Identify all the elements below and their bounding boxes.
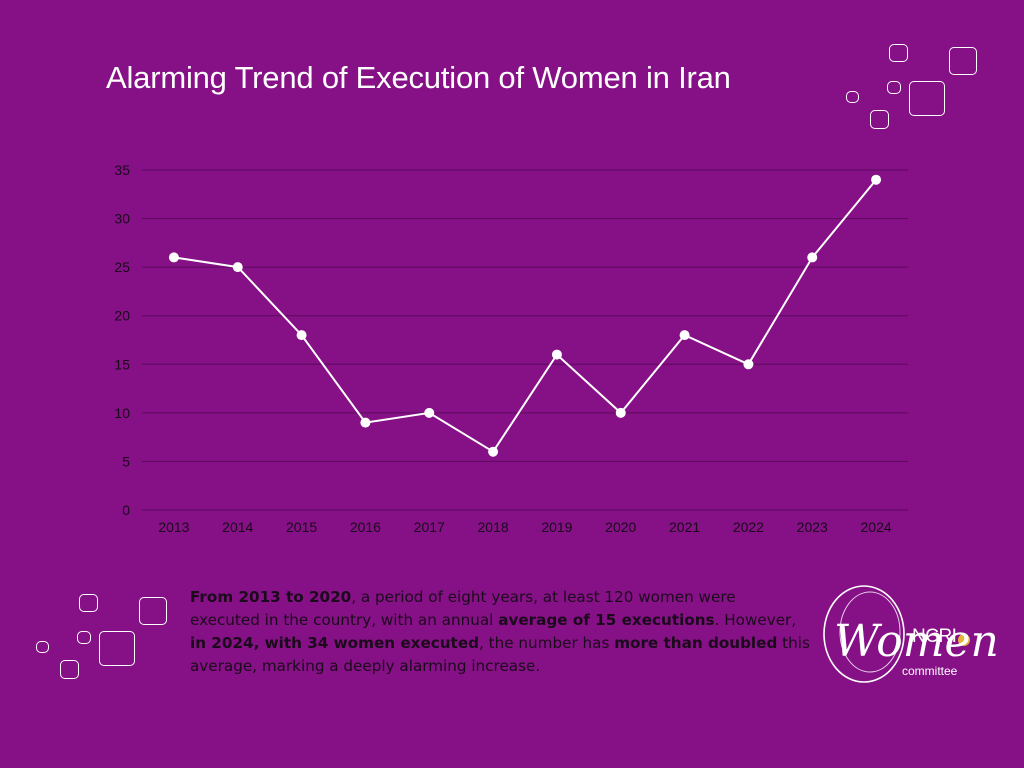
ncri-women-committee-logo: NCRI Women committee xyxy=(812,582,999,692)
data-point xyxy=(679,330,690,341)
caption-text-4: this average, marking a deeply alarming … xyxy=(190,634,810,675)
logo-swirl-icon xyxy=(823,585,970,683)
x-tick-label: 2024 xyxy=(861,519,892,535)
logo-women-text: Women xyxy=(834,616,999,667)
y-tick-label: 35 xyxy=(114,162,130,178)
data-points xyxy=(168,174,882,457)
y-tick-label: 20 xyxy=(114,308,130,324)
series-line xyxy=(173,179,877,454)
decor-square xyxy=(887,81,901,94)
data-point xyxy=(488,446,499,457)
caption-bold-3: in 2024, with 34 women executed xyxy=(190,634,479,652)
x-tick-label: 2021 xyxy=(669,519,700,535)
x-tick-label: 2018 xyxy=(478,519,509,535)
y-tick-label: 5 xyxy=(122,453,130,469)
data-point xyxy=(360,417,371,428)
data-point xyxy=(807,252,818,263)
y-axis-ticks: 0 5 10 15 20 25 30 35 xyxy=(114,162,130,518)
chart-title: Alarming Trend of Execution of Women in … xyxy=(106,60,731,95)
y-tick-label: 15 xyxy=(114,356,130,372)
x-axis-ticks: 2013 2014 2015 2016 2017 2018 2019 2020 2021 2022… xyxy=(158,519,892,535)
x-tick-label: 2015 xyxy=(286,519,317,535)
y-tick-label: 25 xyxy=(114,259,130,275)
caption-paragraph: From 2013 to 2020, a period of eight yea… xyxy=(190,586,810,678)
x-tick-label: 2014 xyxy=(222,519,253,535)
decor-square xyxy=(870,110,889,129)
data-point xyxy=(871,174,882,185)
decor-square xyxy=(79,594,98,612)
decor-square xyxy=(36,641,49,653)
decor-square xyxy=(889,44,908,62)
data-point xyxy=(743,359,754,370)
data-point xyxy=(551,349,562,360)
x-tick-label: 2013 xyxy=(158,519,189,535)
y-tick-label: 10 xyxy=(114,405,130,421)
decor-square xyxy=(846,91,859,103)
grid-lines xyxy=(142,169,908,511)
x-tick-label: 2017 xyxy=(414,519,445,535)
data-point xyxy=(296,330,307,341)
data-point xyxy=(424,407,435,418)
decor-square xyxy=(77,631,91,644)
x-tick-label: 2016 xyxy=(350,519,381,535)
x-tick-label: 2019 xyxy=(541,519,572,535)
x-tick-label: 2023 xyxy=(797,519,828,535)
y-tick-label: 30 xyxy=(114,211,130,227)
x-tick-label: 2022 xyxy=(733,519,764,535)
logo-committee-text: committee xyxy=(902,664,958,678)
data-point xyxy=(232,262,243,273)
caption-text-3: , the number has xyxy=(479,634,615,652)
caption-bold-2: average of 15 executions xyxy=(498,611,715,629)
logo-ncri-text: NCRI xyxy=(912,626,957,647)
data-point xyxy=(168,252,179,263)
decor-square xyxy=(99,631,135,666)
decor-square xyxy=(909,81,945,116)
caption-text-1: , a period of eight years, at least 120 … xyxy=(190,588,736,629)
caption-bold-1: From 2013 to 2020 xyxy=(190,588,352,606)
caption-bold-4: more than doubled xyxy=(614,634,778,652)
decor-square xyxy=(139,597,167,625)
caption-text-2: . However, xyxy=(714,611,797,629)
decor-square xyxy=(60,660,79,679)
y-tick-label: 0 xyxy=(122,502,130,518)
data-point xyxy=(615,407,626,418)
x-tick-label: 2020 xyxy=(605,519,636,535)
decor-square xyxy=(949,47,977,75)
